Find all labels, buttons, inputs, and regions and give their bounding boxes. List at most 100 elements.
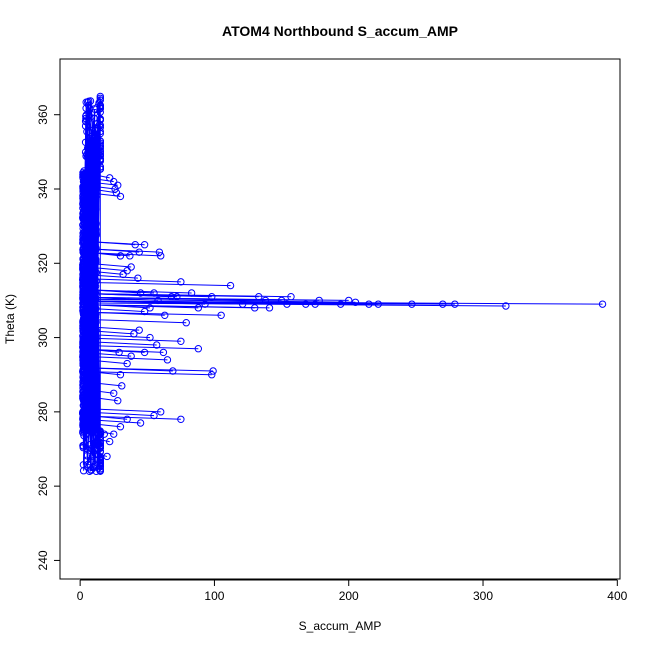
data-point [96, 143, 105, 151]
data-point [146, 304, 154, 312]
data-point [154, 296, 162, 305]
data-point [287, 293, 295, 301]
series-excursion-line [93, 289, 141, 294]
data-point [79, 268, 88, 277]
data-point [80, 167, 88, 175]
data-point [114, 397, 122, 405]
data-point [79, 321, 88, 329]
data-point [81, 138, 90, 147]
data-point [84, 399, 93, 408]
data-point [146, 333, 154, 342]
data-point [96, 92, 105, 101]
data-point [86, 440, 95, 449]
x-tick-label: 400 [607, 589, 627, 603]
data-point [118, 382, 126, 390]
data-point [127, 352, 135, 360]
data-point [95, 120, 104, 129]
series-excursion-line [93, 382, 122, 387]
data-point [81, 286, 89, 294]
data-point [80, 334, 88, 342]
data-point [86, 419, 95, 427]
data-point [103, 452, 111, 461]
data-point [84, 209, 92, 218]
y-axis: 240 260 280 300 320 340 360 [36, 104, 61, 570]
data-point [79, 341, 88, 350]
data-point [79, 309, 88, 317]
data-point [439, 300, 447, 308]
series-excursion-line [92, 293, 172, 298]
series-excursion-line [90, 241, 136, 246]
series-excursion-line [90, 296, 159, 301]
data-point [163, 356, 172, 364]
data-point [374, 300, 382, 308]
data-point [302, 300, 310, 308]
y-tick-label: 280 [36, 402, 50, 422]
data-point [130, 330, 138, 338]
data-point [87, 163, 95, 172]
y-axis-label: Theta (K) [3, 294, 17, 344]
data-point [84, 317, 92, 326]
data-point [408, 300, 416, 308]
data-point [140, 241, 149, 249]
data-point [96, 165, 105, 173]
data-point [82, 114, 90, 123]
data-point [336, 300, 345, 308]
series-excursion-line [90, 408, 161, 413]
data-point [85, 360, 93, 369]
data-point [135, 248, 143, 256]
y-tick-label: 360 [36, 104, 50, 124]
data-point [127, 263, 135, 271]
series-excursion-line [94, 192, 121, 197]
x-tick-label: 100 [204, 589, 224, 603]
data-point [123, 415, 131, 423]
data-point [123, 267, 131, 275]
data-point [81, 148, 90, 156]
data-point [87, 310, 96, 318]
data-point [177, 337, 185, 345]
data-point [88, 452, 97, 460]
data-point [92, 228, 100, 236]
data-point [265, 304, 274, 312]
data-point [187, 289, 196, 297]
series-excursion-line [96, 282, 231, 287]
series-excursion-line [92, 274, 138, 279]
data-point [83, 195, 92, 203]
data-point [92, 277, 100, 285]
data-point [345, 296, 353, 305]
data-point [86, 185, 94, 193]
data-point [209, 367, 217, 375]
series-excursion-line [96, 430, 105, 435]
series-excursion-line [90, 371, 121, 376]
data-point [140, 307, 149, 316]
data-point [90, 425, 99, 433]
data-point [111, 185, 119, 193]
data-point [83, 293, 91, 302]
data-point [88, 381, 96, 389]
data-point [82, 112, 90, 120]
chart-title: ATOM4 Northbound S_accum_AMP [222, 23, 458, 39]
data-point [81, 216, 89, 225]
y-tick-label: 300 [36, 327, 50, 347]
data-point [194, 304, 203, 312]
series-excursion-line [93, 270, 124, 275]
data-point [79, 378, 87, 386]
series-excursion-line [92, 311, 165, 316]
series-excursion-line [90, 334, 151, 339]
data-point [79, 332, 87, 340]
data-point [255, 293, 263, 301]
series-excursion-line [96, 319, 187, 324]
data-point [96, 434, 105, 442]
data-point [83, 274, 91, 282]
series-excursion-line [92, 348, 120, 353]
series-excursion-line [90, 352, 132, 357]
data-point [136, 289, 145, 297]
data-point [182, 319, 190, 327]
data-point [351, 298, 360, 306]
series-excursion-line [96, 337, 181, 342]
data-point [83, 246, 91, 254]
data-point [79, 338, 88, 346]
data-point [110, 177, 118, 186]
data-point [131, 241, 139, 249]
data-point [91, 195, 100, 204]
y-tick-label: 240 [36, 550, 50, 570]
